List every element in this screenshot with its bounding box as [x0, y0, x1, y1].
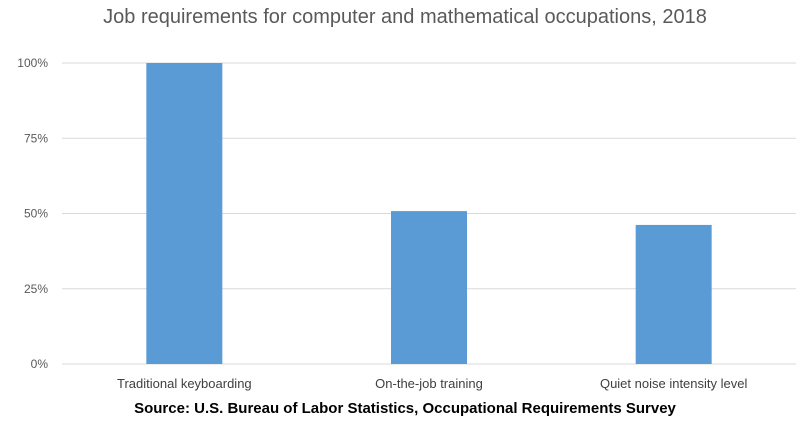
- y-tick-label: 25%: [24, 282, 48, 296]
- bar: [146, 63, 223, 364]
- y-tick-label: 100%: [17, 56, 48, 70]
- bar: [635, 224, 712, 364]
- y-tick-label: 75%: [24, 131, 48, 145]
- x-tick-label: Quiet noise intensity level: [600, 376, 748, 391]
- chart-title: Job requirements for computer and mathem…: [103, 6, 707, 28]
- x-tick-label: On-the-job training: [375, 376, 483, 391]
- y-tick-label: 50%: [24, 207, 48, 221]
- y-tick-label: 0%: [31, 357, 49, 371]
- x-tick-label: Traditional keyboarding: [117, 376, 252, 391]
- bar: [391, 211, 467, 364]
- source-note: Source: U.S. Bureau of Labor Statistics,…: [134, 400, 676, 417]
